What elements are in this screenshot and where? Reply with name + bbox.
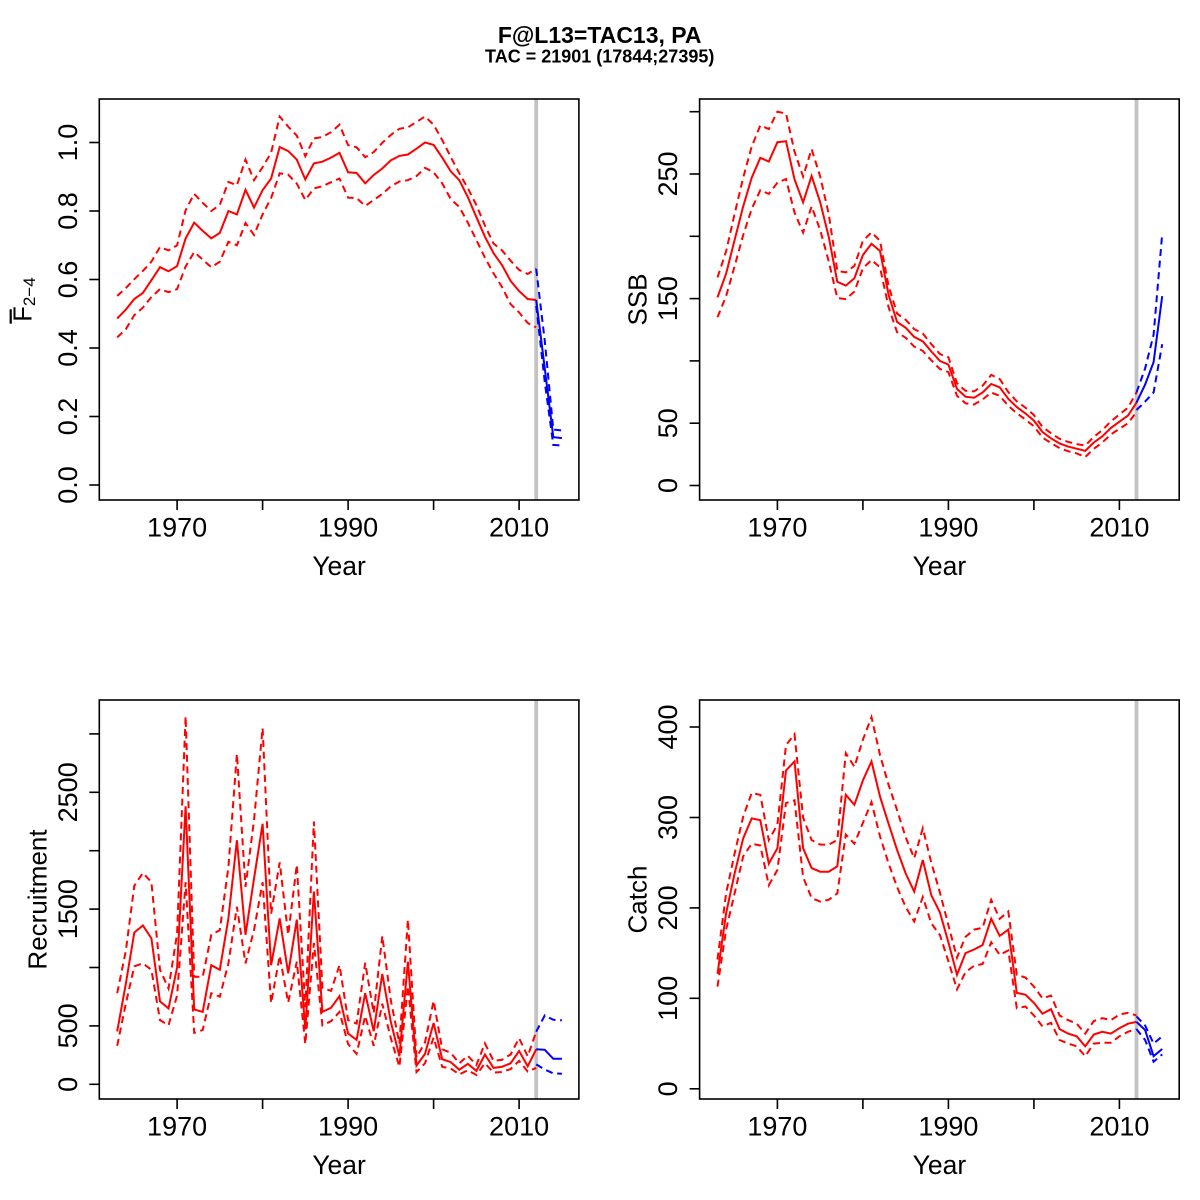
svg-text:0.6: 0.6 (53, 261, 83, 299)
svg-text:150: 150 (653, 276, 683, 321)
svg-text:300: 300 (653, 795, 683, 840)
svg-text:2010: 2010 (1089, 1112, 1149, 1142)
svg-text:1990: 1990 (318, 513, 378, 543)
svg-text:Recruitment: Recruitment (22, 829, 52, 970)
svg-text:500: 500 (53, 1003, 83, 1048)
svg-text:Year: Year (312, 1150, 366, 1180)
svg-text:Catch: Catch (623, 866, 653, 934)
svg-text:1500: 1500 (53, 879, 83, 939)
svg-text:1970: 1970 (747, 1112, 807, 1142)
svg-text:1970: 1970 (147, 513, 207, 543)
svg-text:100: 100 (653, 976, 683, 1021)
svg-text:Year: Year (913, 551, 967, 581)
svg-text:F@L13=TAC13, PA: F@L13=TAC13, PA (498, 22, 702, 48)
svg-text:1970: 1970 (147, 1112, 207, 1142)
svg-text:1.0: 1.0 (53, 124, 83, 162)
svg-text:0: 0 (653, 1081, 683, 1096)
svg-text:0.2: 0.2 (53, 398, 83, 436)
svg-text:250: 250 (653, 151, 683, 196)
svg-text:2010: 2010 (489, 513, 549, 543)
svg-text:0: 0 (53, 1077, 83, 1092)
svg-text:50: 50 (653, 408, 683, 438)
svg-text:TAC = 21901 (17844;27395): TAC = 21901 (17844;27395) (485, 47, 714, 67)
svg-text:2500: 2500 (53, 762, 83, 822)
svg-text:0: 0 (653, 478, 683, 493)
svg-text:0.4: 0.4 (53, 329, 83, 367)
svg-text:2010: 2010 (1089, 513, 1149, 543)
svg-text:1990: 1990 (318, 1112, 378, 1142)
svg-text:SSB: SSB (623, 273, 653, 325)
svg-text:1990: 1990 (918, 513, 978, 543)
svg-text:2010: 2010 (489, 1112, 549, 1142)
svg-text:1990: 1990 (918, 1112, 978, 1142)
svg-text:0.8: 0.8 (53, 192, 83, 230)
svg-text:0.0: 0.0 (53, 466, 83, 504)
svg-text:1970: 1970 (747, 513, 807, 543)
svg-text:400: 400 (653, 704, 683, 749)
svg-text:Year: Year (913, 1150, 967, 1180)
svg-text:200: 200 (653, 885, 683, 930)
svg-text:Year: Year (312, 551, 366, 581)
